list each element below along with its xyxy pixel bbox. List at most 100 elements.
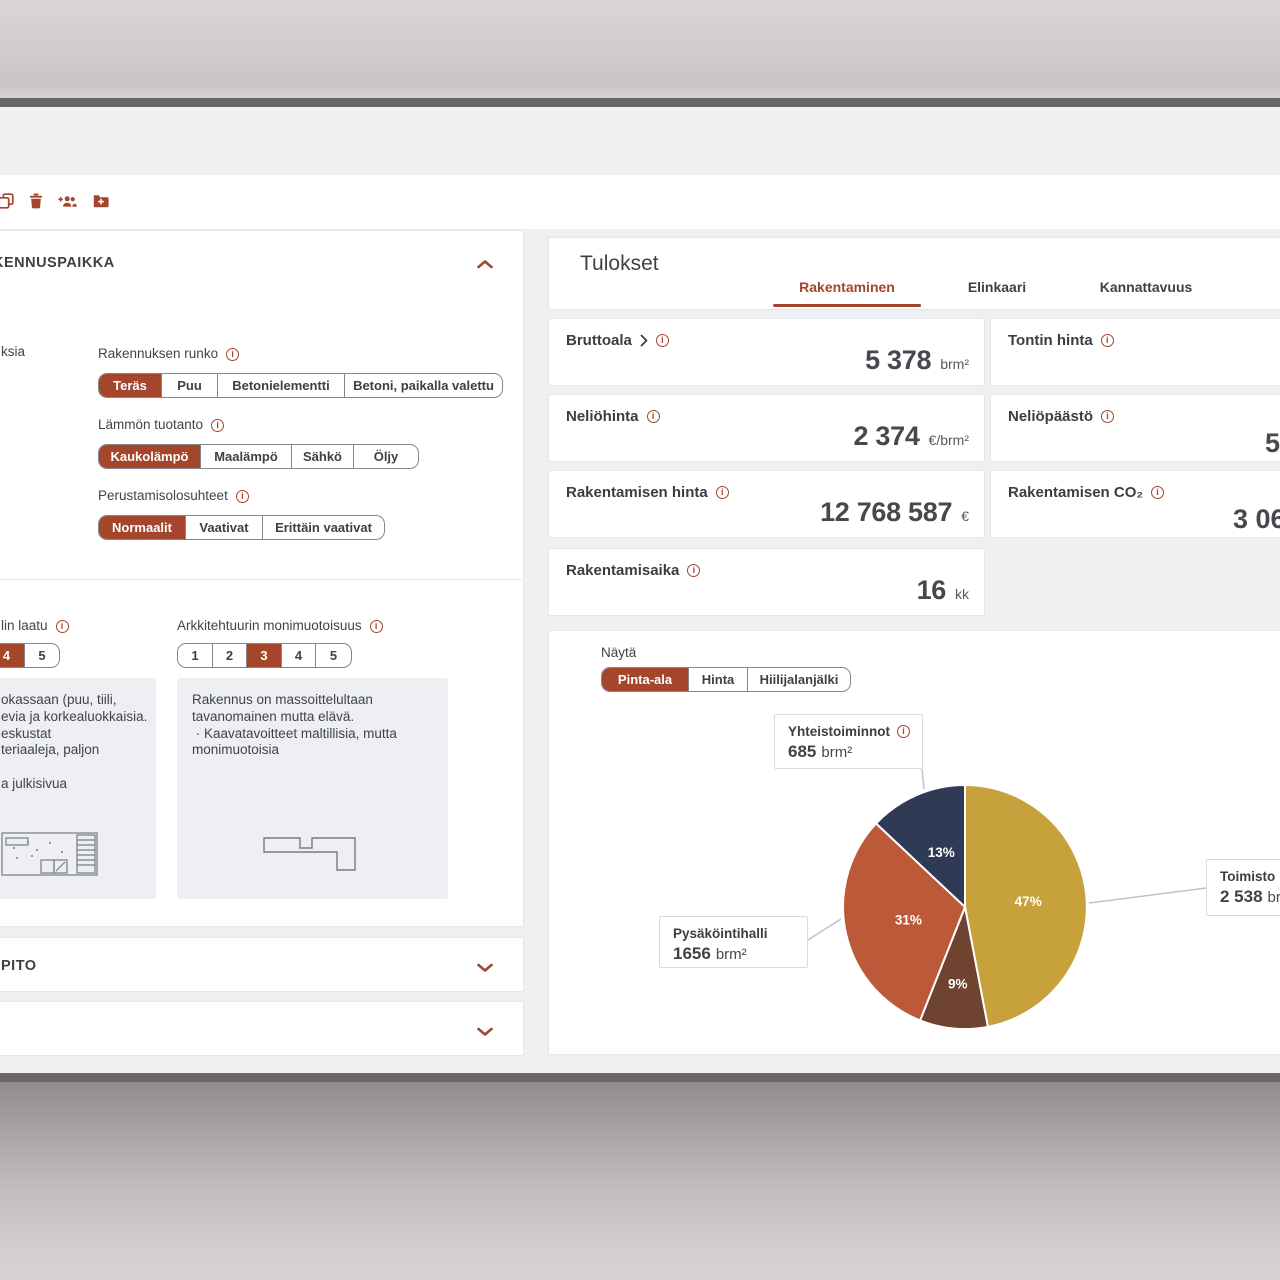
rating-option-1[interactable]: 1 (178, 644, 213, 667)
bottom-separator (0, 1073, 1280, 1082)
info-icon[interactable] (369, 619, 383, 633)
pie-percent-label: 47% (1015, 894, 1042, 909)
add-folder-icon[interactable] (93, 194, 109, 208)
info-icon[interactable] (715, 486, 729, 499)
rating-option-4[interactable]: 4 (0, 644, 25, 667)
chevron-down-icon[interactable] (476, 1024, 494, 1042)
show-label: Näytä (601, 645, 637, 660)
pie-slice-pysäköintihalli[interactable] (842, 822, 966, 1022)
leader-line (807, 918, 842, 941)
add-users-icon[interactable] (58, 194, 78, 209)
floorplan-sketch (1, 832, 98, 876)
page-title: Tulokset (580, 252, 659, 275)
value: 2 374 (853, 421, 920, 451)
info-icon[interactable] (55, 619, 69, 633)
result-card-neliohinta: Neliöhinta 2 374€/brm² (548, 394, 985, 462)
section-header: PITO (1, 958, 37, 974)
option-betoni-paikalla-valettu[interactable]: Betoni, paikalla valettu (353, 378, 494, 393)
unit: € (961, 508, 969, 524)
active-tab-underline (773, 303, 921, 307)
option-maalampo[interactable]: Maalämpö (201, 445, 292, 468)
pie-tooltip-pysakointihalli: Pysäköintihalli 1656 brm² (659, 916, 808, 968)
pie-chart: 47% 9% 31% 13% (807, 768, 1207, 1030)
page-footer-band: zer on Haahtela-kehitys Oy:n rekisteröit… (0, 1082, 1280, 1280)
quality-description-right: Rakennus on massoittelultaan tavanomaine… (177, 678, 448, 899)
rating-option-3[interactable]: 3 (247, 644, 282, 667)
result-card-rakentamisen-co2: Rakentamisen CO₂ 3 06 (990, 470, 1280, 538)
rating-option-4[interactable]: 4 (282, 644, 316, 667)
pie-percent-label: 31% (895, 913, 922, 928)
delete-icon[interactable] (29, 193, 43, 209)
rating-option-5[interactable]: 5 (38, 648, 46, 663)
panel-yllapito[interactable]: PITO (0, 937, 524, 992)
option-kaukolampo[interactable]: Kaukolämpö (99, 445, 201, 468)
info-icon[interactable] (226, 347, 240, 361)
app-viewport: KENNUSPAIKKA ksia Rakennuksen runko Terä… (0, 107, 1280, 1073)
tab-rakentaminen[interactable]: Rakentaminen (799, 279, 895, 295)
option-erittain-vaativat[interactable]: Erittäin vaativat (275, 520, 372, 535)
rating-option-5[interactable]: 5 (329, 648, 338, 663)
rating-option-2[interactable]: 2 (213, 644, 247, 667)
option-vaativat[interactable]: Vaativat (186, 516, 263, 539)
duplicate-icon[interactable] (0, 193, 14, 209)
monitor-top-bezel (0, 0, 1280, 98)
value: 16 (916, 575, 947, 605)
info-icon[interactable] (1101, 410, 1115, 423)
tab-elinkaari[interactable]: Elinkaari (967, 279, 1027, 295)
clipped-value-fragment: 3 06 (1233, 504, 1280, 534)
result-card-neliopaasto: Neliöpäästö 5 (990, 394, 1280, 462)
value: 12 768 587 (820, 497, 953, 527)
clipped-value-fragment: 5 (1265, 428, 1280, 458)
option-betonielementti[interactable]: Betonielementti (218, 374, 345, 397)
option-sahko[interactable]: Sähkö (292, 445, 354, 468)
chart-card: Näytä Pinta-ala Hinta Hiilijalanjälki 47… (548, 630, 1280, 1055)
chevron-down-icon[interactable] (476, 960, 494, 978)
control-label-arkkitehtuuri: Arkkitehtuurin monimuotoisuus (177, 618, 383, 634)
control-label-perustamisolosuhteet: Perustamisolosuhteet (98, 488, 249, 504)
option-puu[interactable]: Puu (162, 374, 218, 397)
chart-toggle: Pinta-ala Hinta Hiilijalanjälki (601, 667, 851, 692)
info-icon[interactable] (655, 334, 669, 347)
clipped-text-fragment: ksia (1, 344, 26, 359)
unit: kk (955, 586, 969, 602)
control-label-runko: Rakennuksen runko (98, 346, 240, 362)
unit: brm² (1267, 889, 1280, 906)
quality-description-left: okassaan (puu, tiili, evia ja korkealuok… (0, 678, 156, 899)
rating-laatu: 4 5 (0, 643, 60, 668)
unit: brm² (940, 356, 969, 372)
value: 1656 (673, 944, 711, 963)
pie-slice-yhteistoiminnot[interactable] (875, 784, 966, 908)
unit: brm² (821, 744, 853, 761)
info-icon[interactable] (1100, 334, 1114, 347)
result-card-tontin-hinta: Tontin hinta (990, 318, 1280, 386)
massing-sketch (263, 837, 356, 871)
unit: €/brm² (928, 432, 969, 448)
control-label-laatu: lin laatu (1, 618, 69, 634)
tab-kannattavuus[interactable]: Kannattavuus (1099, 279, 1193, 295)
toolbar (0, 175, 1280, 229)
option-oljy[interactable]: Öljy (373, 449, 399, 464)
option-teras[interactable]: Teräs (99, 374, 162, 397)
results-header: Tulokset Rakentaminen Elinkaari Kannatta… (548, 237, 1280, 310)
toggle-pinta-ala[interactable]: Pinta-ala (602, 668, 689, 691)
info-icon[interactable] (1151, 486, 1165, 499)
segmented-lammon-tuotanto: Kaukolämpö Maalämpö Sähkö Öljy (98, 444, 419, 469)
chevron-up-icon[interactable] (476, 257, 494, 275)
segmented-perustamisolosuhteet: Normaalit Vaativat Erittäin vaativat (98, 515, 385, 540)
option-normaalit[interactable]: Normaalit (99, 516, 186, 539)
info-icon[interactable] (646, 410, 660, 423)
top-separator (0, 98, 1280, 107)
info-icon[interactable] (235, 489, 249, 503)
toggle-hiilijalanjalki[interactable]: Hiilijalanjälki (759, 672, 839, 687)
info-icon[interactable] (687, 564, 701, 577)
panel-collapsed[interactable] (0, 1001, 524, 1056)
chevron-right-icon[interactable] (640, 334, 648, 347)
control-label-lammon-tuotanto: Lämmön tuotanto (98, 417, 225, 433)
toggle-hinta[interactable]: Hinta (689, 668, 748, 691)
pie-slice-toimisto[interactable] (964, 784, 1088, 1028)
info-icon[interactable] (211, 418, 225, 432)
info-icon[interactable] (897, 725, 910, 738)
value: 685 (788, 742, 817, 761)
